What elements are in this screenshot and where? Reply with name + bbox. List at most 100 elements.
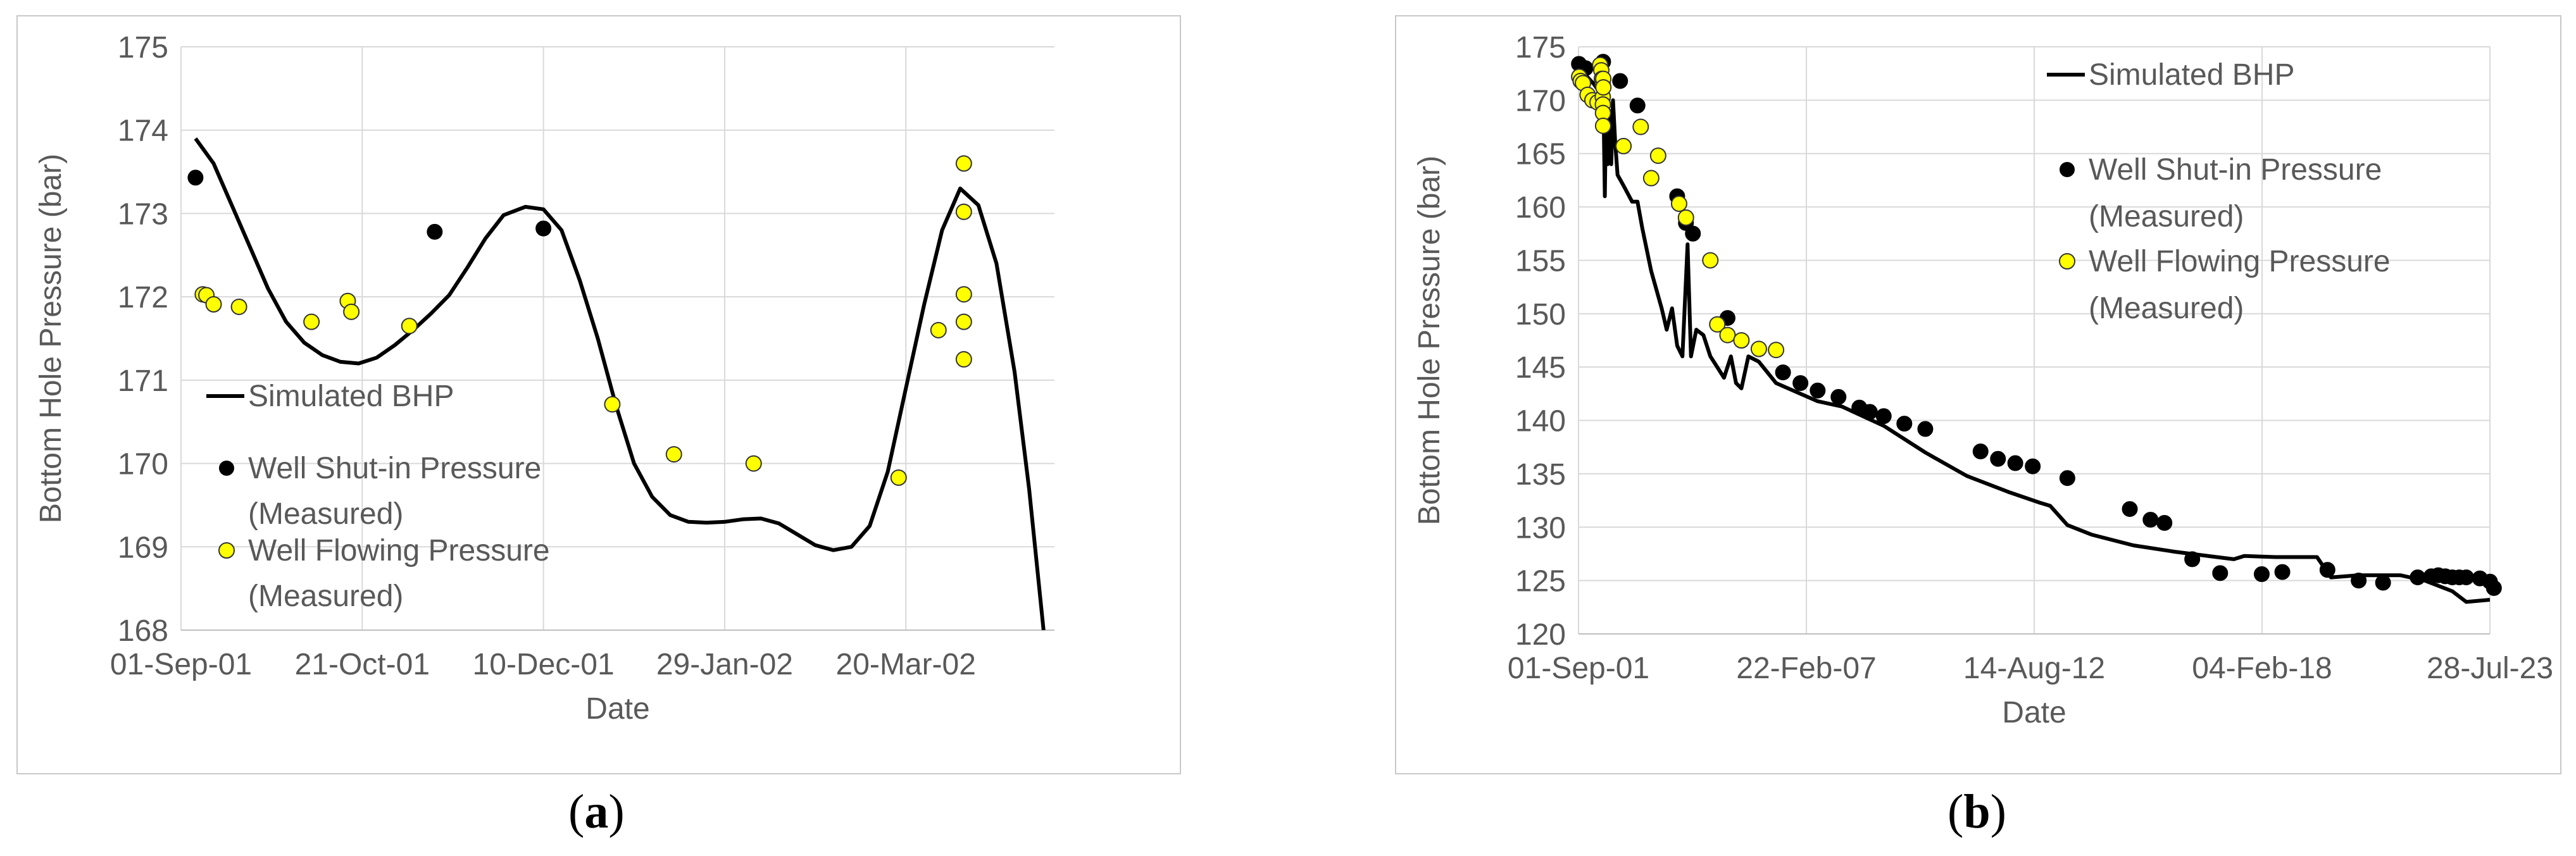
shut-in-point bbox=[1830, 388, 1847, 405]
flowing-point bbox=[930, 321, 947, 338]
panel-letter-a: a bbox=[584, 785, 609, 838]
y-tick-label: 173 bbox=[118, 197, 168, 231]
shut-in-point bbox=[2319, 562, 2335, 578]
x-axis-title: Date bbox=[2002, 696, 2066, 729]
x-axis-title: Date bbox=[585, 692, 649, 726]
y-tick-label: 175 bbox=[118, 31, 168, 65]
y-axis-title: Bottom Hole Pressure (bar) bbox=[34, 154, 68, 523]
flowing-point bbox=[1632, 118, 1649, 135]
shut-in-point bbox=[1685, 225, 1701, 242]
shut-in-point bbox=[2025, 458, 2041, 475]
flowing-point bbox=[955, 203, 972, 220]
flowing-point bbox=[955, 350, 972, 368]
legend-label-flowing-sub: (Measured) bbox=[248, 580, 403, 613]
shut-in-point bbox=[2122, 501, 2138, 518]
y-tick-label: 120 bbox=[1515, 618, 1566, 652]
flowing-point bbox=[955, 286, 972, 303]
flowing-point bbox=[303, 313, 320, 330]
y-tick-label: 165 bbox=[1515, 138, 1566, 171]
y-tick-label: 130 bbox=[1515, 511, 1566, 545]
shut-in-point bbox=[1810, 382, 1826, 399]
shut-in-point bbox=[1972, 443, 1989, 459]
shut-in-point bbox=[2156, 515, 2173, 531]
y-tick-label: 155 bbox=[1515, 244, 1566, 278]
y-tick-label: 168 bbox=[118, 614, 168, 648]
legend-label-flowing: Well Flowing Pressure bbox=[2089, 245, 2391, 278]
shut-in-point bbox=[187, 170, 204, 186]
panel-caption-b: (b) bbox=[1948, 785, 2006, 838]
shut-in-point bbox=[535, 220, 552, 237]
flowing-point bbox=[1642, 170, 1660, 187]
shut-in-point bbox=[2253, 566, 2270, 583]
flowing-point bbox=[1719, 326, 1736, 344]
y-tick-label: 171 bbox=[118, 364, 168, 398]
y-tick-label: 170 bbox=[1515, 84, 1566, 118]
x-tick-label: 28-Jul-23 bbox=[2427, 652, 2553, 685]
x-tick-label: 22-Feb-07 bbox=[1736, 652, 1876, 685]
legend-label-simulated: Simulated BHP bbox=[248, 380, 454, 413]
legend-swatch-flowing bbox=[2059, 253, 2075, 270]
y-tick-label: 160 bbox=[1515, 191, 1566, 225]
y-tick-label: 169 bbox=[118, 531, 168, 564]
flowing-point bbox=[1670, 195, 1687, 213]
shut-in-point bbox=[1629, 97, 1646, 114]
shut-in-point bbox=[2410, 569, 2426, 586]
flowing-point bbox=[1615, 137, 1632, 154]
flowing-point bbox=[1733, 332, 1750, 349]
flowing-point bbox=[1677, 209, 1694, 226]
x-tick-label: 04-Feb-18 bbox=[2192, 652, 2332, 685]
y-tick-label: 125 bbox=[1515, 565, 1566, 599]
flowing-point bbox=[1649, 147, 1666, 164]
x-tick-label: 20-Mar-02 bbox=[836, 648, 976, 681]
shut-in-point bbox=[2212, 565, 2229, 581]
shut-in-point bbox=[2351, 573, 2367, 589]
y-tick-label: 140 bbox=[1515, 405, 1566, 438]
chart-border bbox=[1395, 15, 2561, 774]
shut-in-point bbox=[1875, 408, 1892, 425]
shut-in-point bbox=[1775, 364, 1791, 381]
y-tick-label: 172 bbox=[118, 281, 168, 314]
x-tick-label: 01-Sep-01 bbox=[110, 648, 252, 681]
legend-label-shut-in: Well Shut-in Pressure bbox=[2089, 153, 2382, 187]
legend-label-simulated: Simulated BHP bbox=[2089, 58, 2294, 92]
shut-in-point bbox=[2059, 470, 2075, 487]
y-tick-label: 135 bbox=[1515, 458, 1566, 492]
flowing-point bbox=[205, 295, 222, 313]
flowing-point bbox=[1702, 252, 1719, 269]
legend-label-flowing: Well Flowing Pressure bbox=[248, 534, 550, 568]
y-tick-label: 170 bbox=[118, 448, 168, 481]
shut-in-point bbox=[2142, 511, 2159, 528]
legend-swatch-flowing bbox=[218, 542, 235, 559]
flowing-point bbox=[1768, 342, 1785, 359]
legend-swatch-shut-in bbox=[219, 461, 234, 476]
shut-in-point bbox=[1896, 416, 1913, 432]
shut-in-point bbox=[2274, 564, 2291, 580]
flowing-point bbox=[890, 469, 907, 486]
shut-in-point bbox=[2007, 455, 2023, 471]
legend-label-shut-in-sub: (Measured) bbox=[2089, 200, 2244, 233]
legend-label-shut-in: Well Shut-in Pressure bbox=[248, 452, 541, 485]
flowing-point bbox=[1595, 79, 1612, 96]
shut-in-point bbox=[2458, 569, 2475, 586]
flowing-point bbox=[745, 455, 762, 472]
x-tick-label: 01-Sep-01 bbox=[1508, 652, 1649, 685]
chart-b: 120 125 130 135 140 145 150 155 160 165 170 175 01-S… bbox=[1395, 15, 2561, 774]
shut-in-point bbox=[2375, 574, 2391, 591]
legend-swatch-shut-in bbox=[2060, 162, 2075, 177]
flowing-point bbox=[230, 298, 247, 315]
x-tick-label: 14-Aug-12 bbox=[1963, 652, 2105, 685]
y-tick-label: 150 bbox=[1515, 298, 1566, 332]
shut-in-point bbox=[1792, 375, 1809, 391]
shut-in-point bbox=[1917, 421, 1934, 437]
flowing-point bbox=[401, 318, 418, 335]
x-tick-label: 29-Jan-02 bbox=[656, 648, 793, 681]
shut-in-point bbox=[1861, 404, 1878, 420]
shut-in-point bbox=[427, 223, 443, 240]
flowing-point bbox=[343, 303, 360, 320]
x-tick-label: 10-Dec-01 bbox=[473, 648, 615, 681]
flowing-point bbox=[665, 446, 682, 463]
x-tick-label: 21-Oct-01 bbox=[295, 648, 430, 681]
panel-letter-b: b bbox=[1963, 785, 1991, 838]
shut-in-point bbox=[1990, 450, 2006, 467]
legend-label-flowing-sub: (Measured) bbox=[2089, 292, 2244, 325]
